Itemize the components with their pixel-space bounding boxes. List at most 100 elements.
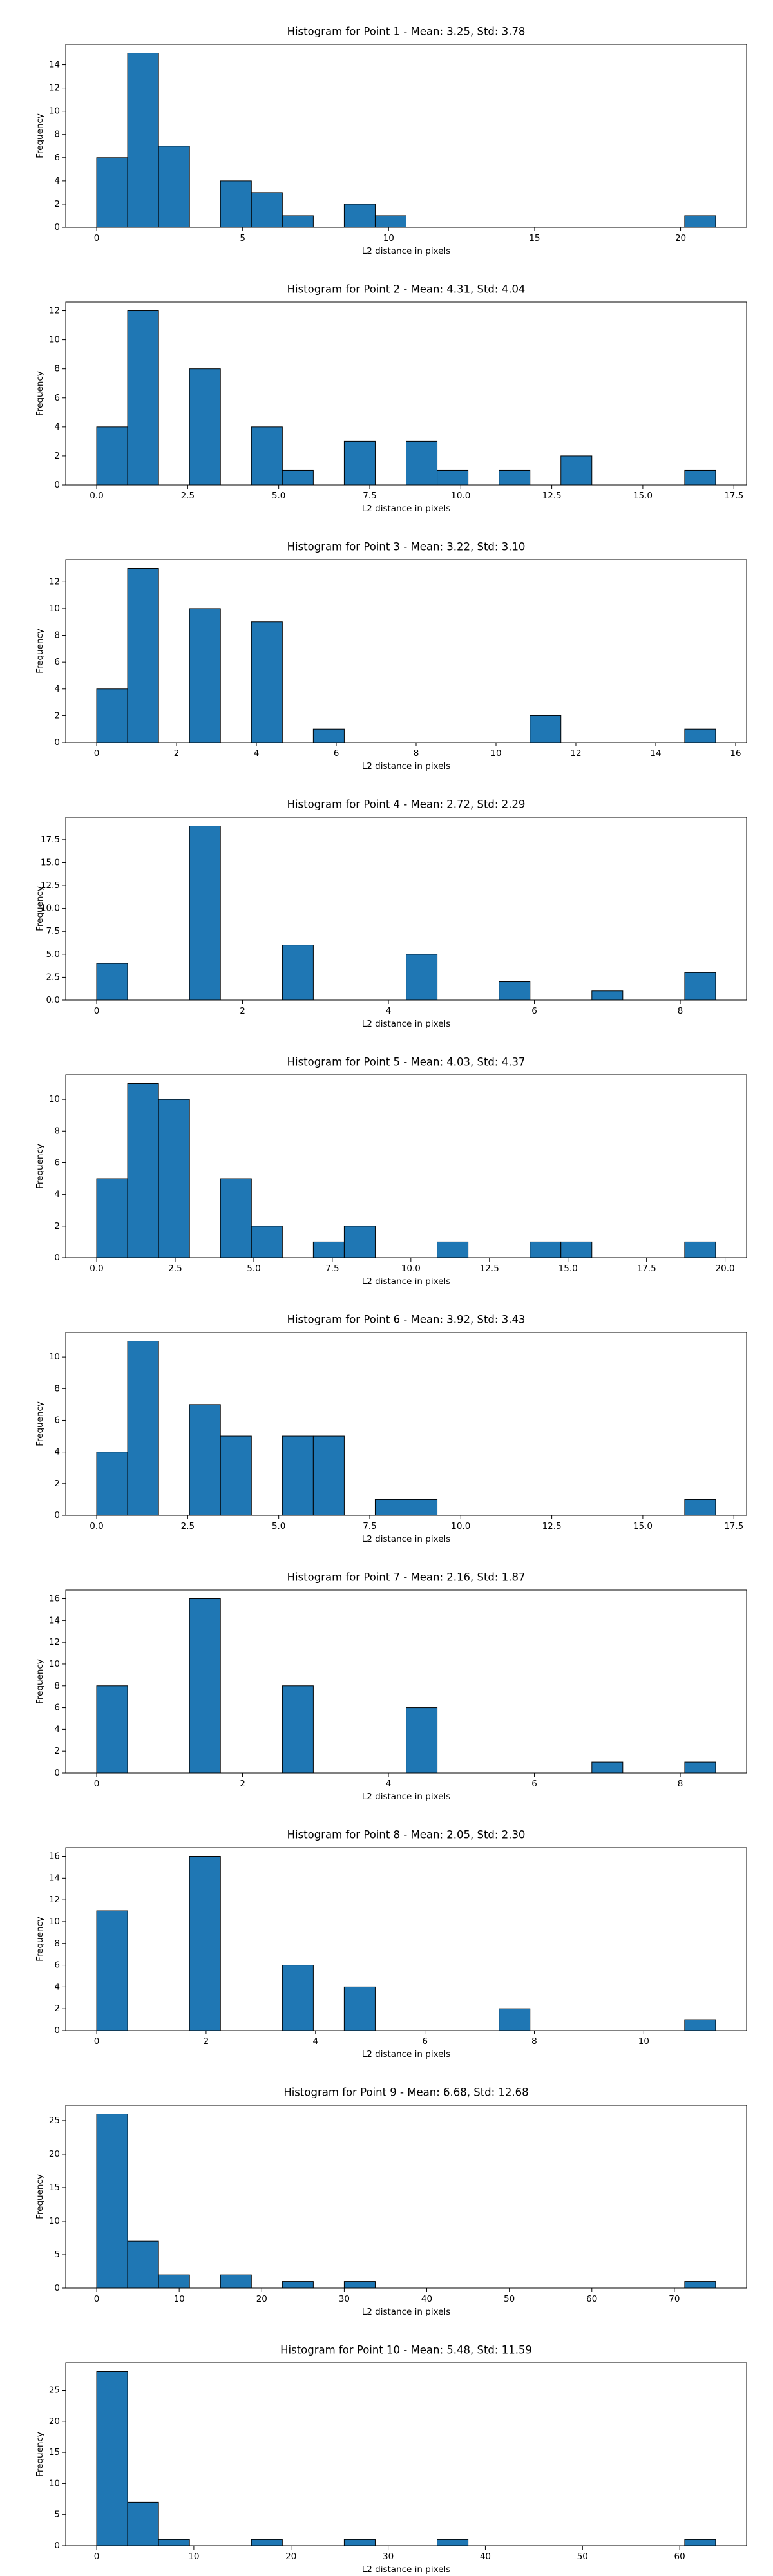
y-tick-label: 4 bbox=[54, 1724, 60, 1734]
bar bbox=[189, 1598, 221, 1774]
x-tick-label: 0 bbox=[94, 2294, 100, 2304]
x-tick-label: 60 bbox=[586, 2294, 597, 2304]
x-tick-label: 12.5 bbox=[542, 1521, 562, 1531]
y-tick-label: 2.5 bbox=[46, 972, 60, 982]
y-tick-label: 8 bbox=[54, 1126, 60, 1136]
y-tick-label: 16 bbox=[49, 1594, 60, 1604]
bar bbox=[96, 688, 128, 743]
axes-frame bbox=[65, 2105, 747, 2289]
bar bbox=[251, 2539, 283, 2546]
bar bbox=[684, 215, 716, 228]
y-tick-label: 20 bbox=[49, 2149, 60, 2159]
y-tick-label: 6 bbox=[54, 153, 60, 163]
x-tick-label: 7.5 bbox=[363, 1521, 376, 1531]
chart-title: Histogram for Point 10 - Mean: 5.48, Std… bbox=[280, 2344, 532, 2356]
bar bbox=[684, 2539, 716, 2546]
y-tick-label: 15 bbox=[49, 2183, 60, 2193]
y-tick-label: 10 bbox=[49, 1352, 60, 1362]
x-tick-label: 8 bbox=[678, 1006, 683, 1016]
x-tick-label: 0 bbox=[94, 1006, 100, 1016]
x-tick-label: 2 bbox=[240, 1779, 245, 1789]
y-axis-label: Frequency bbox=[35, 629, 45, 674]
chart-title: Histogram for Point 8 - Mean: 2.05, Std:… bbox=[287, 1829, 526, 1841]
bar bbox=[189, 608, 221, 743]
y-axis-label: Frequency bbox=[35, 886, 45, 931]
x-tick-label: 4 bbox=[386, 1779, 392, 1789]
y-tick-label: 2 bbox=[54, 1479, 60, 1489]
bar bbox=[406, 1499, 438, 1516]
bar bbox=[591, 990, 624, 1001]
axes-frame bbox=[65, 301, 747, 486]
x-axis-label: L2 distance in pixels bbox=[362, 246, 450, 256]
bar bbox=[312, 728, 345, 743]
y-tick-label: 4 bbox=[54, 684, 60, 694]
y-tick-label: 6 bbox=[54, 1157, 60, 1168]
bar bbox=[220, 1178, 252, 1258]
y-tick-label: 16 bbox=[49, 1852, 60, 1862]
bar bbox=[96, 1910, 128, 2031]
y-tick-label: 4 bbox=[54, 176, 60, 186]
bar bbox=[220, 2274, 252, 2289]
x-axis-label: L2 distance in pixels bbox=[362, 2307, 450, 2317]
x-axis-label: L2 distance in pixels bbox=[362, 1276, 450, 1287]
bar bbox=[251, 192, 283, 228]
bar bbox=[499, 469, 531, 486]
y-tick-label: 10 bbox=[49, 603, 60, 614]
axes-frame bbox=[65, 1332, 747, 1516]
y-tick-label: 4 bbox=[54, 422, 60, 432]
y-tick-label: 8 bbox=[54, 1938, 60, 1949]
x-tick-label: 16 bbox=[730, 748, 741, 759]
y-tick-label: 2 bbox=[54, 1746, 60, 1756]
x-tick-label: 0 bbox=[94, 1779, 100, 1789]
bar bbox=[374, 215, 406, 228]
x-tick-label: 0 bbox=[94, 2552, 100, 2562]
x-tick-label: 12 bbox=[570, 748, 581, 759]
bar bbox=[96, 963, 128, 1001]
bar bbox=[282, 2281, 314, 2289]
bar bbox=[127, 1341, 159, 1516]
x-axis-label: L2 distance in pixels bbox=[362, 2564, 450, 2575]
y-tick-label: 10 bbox=[49, 335, 60, 345]
x-tick-label: 20 bbox=[256, 2294, 267, 2304]
x-tick-label: 5 bbox=[240, 233, 245, 243]
x-tick-label: 2.5 bbox=[181, 1521, 195, 1531]
y-tick-label: 12.5 bbox=[41, 880, 60, 891]
bar bbox=[127, 1083, 159, 1258]
axes-frame bbox=[65, 1589, 747, 1774]
y-tick-label: 0 bbox=[54, 222, 60, 232]
bar bbox=[282, 1965, 314, 2031]
y-tick-label: 12 bbox=[49, 1637, 60, 1647]
bar bbox=[158, 1099, 190, 1258]
bar bbox=[251, 426, 283, 486]
y-tick-label: 10 bbox=[49, 2478, 60, 2488]
chart-title: Histogram for Point 7 - Mean: 2.16, Std:… bbox=[287, 1571, 526, 1584]
bar bbox=[282, 1435, 314, 1516]
x-tick-label: 6 bbox=[531, 1779, 537, 1789]
chart-title: Histogram for Point 1 - Mean: 3.25, Std:… bbox=[287, 26, 526, 38]
x-tick-label: 0 bbox=[94, 748, 100, 759]
y-tick-label: 15 bbox=[49, 2447, 60, 2458]
bar bbox=[312, 1241, 345, 1258]
y-tick-label: 14 bbox=[49, 60, 60, 70]
x-axis-label: L2 distance in pixels bbox=[362, 504, 450, 514]
bar bbox=[437, 1241, 469, 1258]
y-tick-label: 10 bbox=[49, 2216, 60, 2226]
axes-frame bbox=[65, 1847, 747, 2031]
x-tick-label: 7.5 bbox=[363, 491, 376, 501]
bar bbox=[96, 2371, 128, 2546]
y-tick-label: 12 bbox=[49, 1895, 60, 1905]
y-tick-label: 25 bbox=[49, 2385, 60, 2396]
x-tick-label: 50 bbox=[577, 2552, 588, 2562]
x-axis-label: L2 distance in pixels bbox=[362, 761, 450, 772]
y-tick-label: 12 bbox=[49, 576, 60, 587]
y-tick-label: 6 bbox=[54, 1415, 60, 1425]
bar bbox=[437, 469, 469, 486]
bar bbox=[158, 2274, 190, 2289]
y-tick-label: 10 bbox=[49, 1094, 60, 1104]
x-tick-label: 2.5 bbox=[181, 491, 195, 501]
x-tick-label: 0.0 bbox=[90, 1264, 103, 1274]
x-tick-label: 30 bbox=[383, 2552, 394, 2562]
x-tick-label: 5.0 bbox=[272, 491, 285, 501]
y-tick-label: 5 bbox=[54, 2510, 60, 2520]
